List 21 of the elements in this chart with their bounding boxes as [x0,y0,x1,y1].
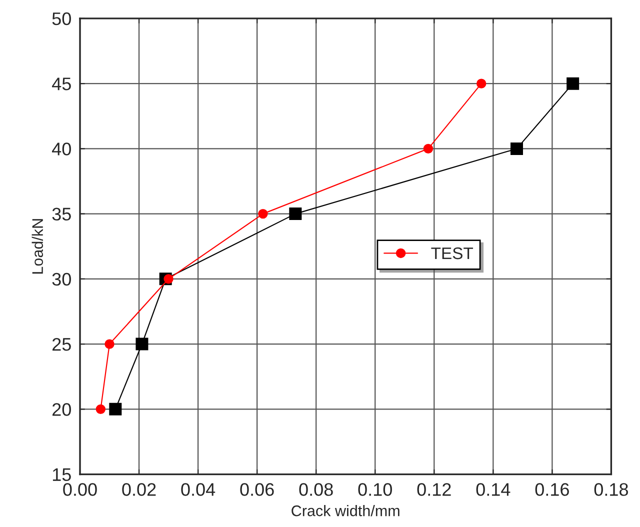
x-axis-title: Crack width/mm [292,505,400,516]
x-tick-label: 0.16 [535,483,569,496]
x-tick-label: 0.10 [358,483,392,496]
y-axis-title: Load/kN [32,219,44,274]
legend-label: TEST [431,247,474,260]
y-tick-label: 50 [52,12,71,26]
y-tick-label: 35 [52,208,71,221]
y-tick-label: 40 [52,142,71,156]
y-tick-label: 15 [52,468,71,482]
x-tick-label: 0.12 [417,483,451,496]
x-tick-label: 0.04 [181,483,216,496]
x-tick-label: 0.14 [476,483,510,496]
y-tick-label: 20 [52,403,71,416]
x-tick-label: 0.02 [122,483,156,496]
y-tick-label: 30 [52,272,71,286]
y-tick-label: 45 [52,78,71,90]
x-tick-label: 0.00 [63,483,97,496]
x-tick-label: 0.18 [594,483,628,496]
x-tick-label: 0.06 [240,483,274,496]
x-tick-label: 0.08 [299,483,333,496]
y-tick-label: 25 [52,338,71,351]
